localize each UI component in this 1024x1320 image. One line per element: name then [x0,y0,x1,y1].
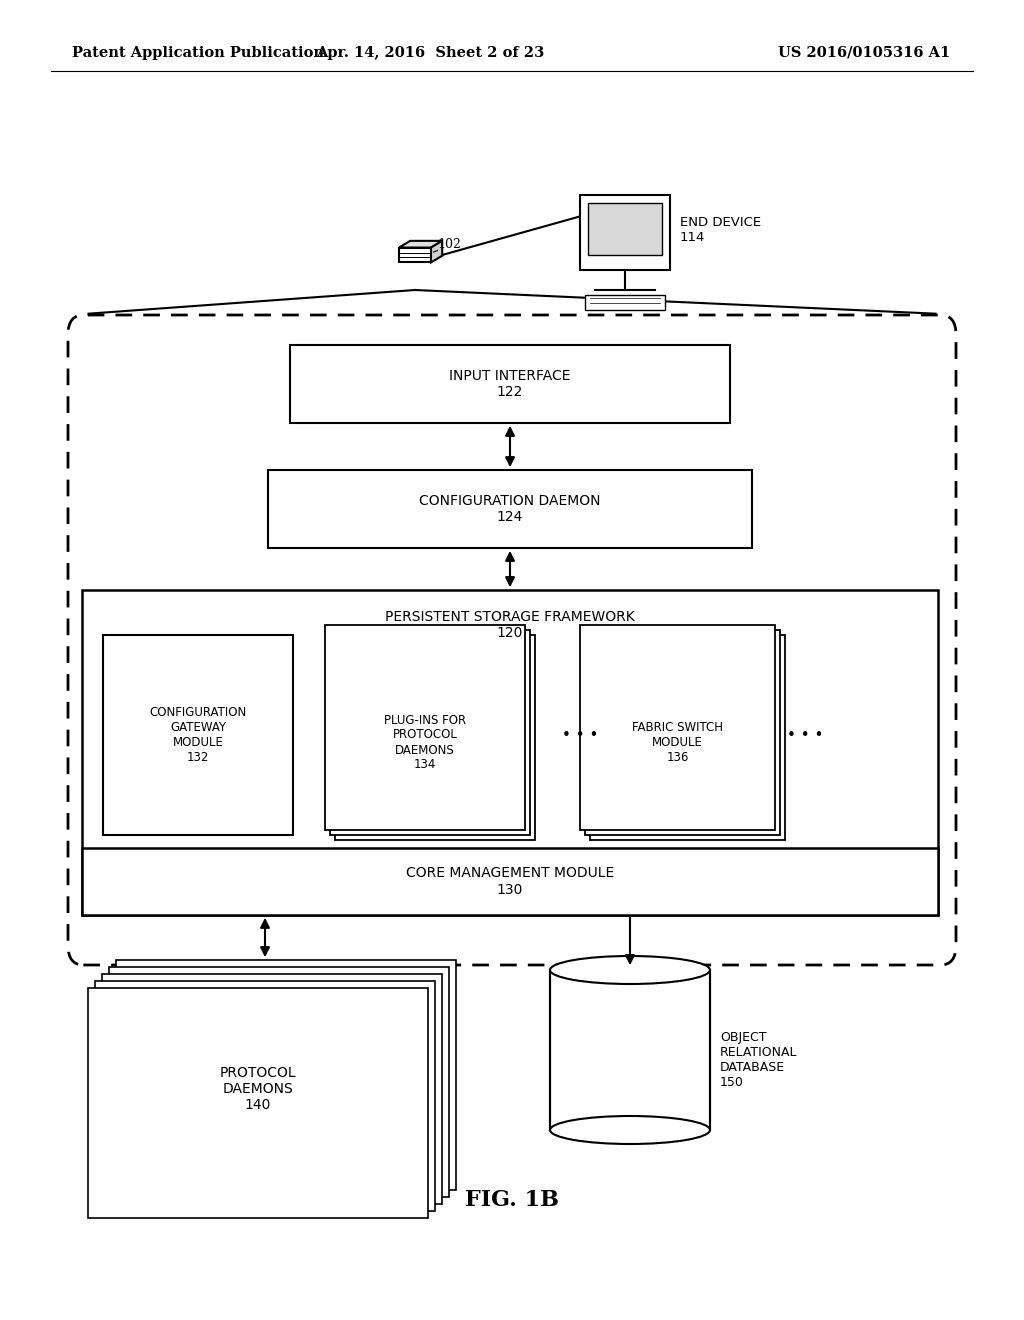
Bar [399,248,431,263]
Text: PROTOCOL
DAEMONS
140: PROTOCOL DAEMONS 140 [220,1065,296,1113]
Polygon shape [399,240,442,248]
Bar [325,624,525,830]
Text: FABRIC SWITCH
MODULE
136: FABRIC SWITCH MODULE 136 [632,721,723,764]
Text: CORE MANAGEMENT MODULE
130: CORE MANAGEMENT MODULE 130 [406,866,614,896]
Bar [580,624,775,830]
Text: Apr. 14, 2016  Sheet 2 of 23: Apr. 14, 2016 Sheet 2 of 23 [316,46,544,59]
Ellipse shape [550,956,710,983]
Text: PLUG-INS FOR
PROTOCOL
DAEMONS
134: PLUG-INS FOR PROTOCOL DAEMONS 134 [384,714,466,771]
Polygon shape [431,240,442,263]
Bar [588,203,662,255]
Bar [585,630,780,836]
Text: Patent Application Publication: Patent Application Publication [72,46,324,59]
Text: • • •: • • • [786,727,823,742]
Bar [330,630,530,836]
Text: FIG. 1B: FIG. 1B [465,1189,559,1210]
Bar [109,968,449,1197]
Text: PERSISTENT STORAGE FRAMEWORK
120: PERSISTENT STORAGE FRAMEWORK 120 [385,610,635,640]
Ellipse shape [550,1115,710,1144]
Bar [82,847,938,915]
Bar [580,195,670,271]
Bar [550,970,710,1130]
Text: 102: 102 [437,238,461,251]
FancyBboxPatch shape [68,315,956,965]
Bar [290,345,730,422]
Text: INPUT INTERFACE
122: INPUT INTERFACE 122 [450,368,570,399]
Bar [335,635,535,840]
Bar [82,590,938,915]
Bar [116,960,456,1191]
Text: CONFIGURATION
GATEWAY
MODULE
132: CONFIGURATION GATEWAY MODULE 132 [150,706,247,764]
Bar [103,635,293,836]
Text: US 2016/0105316 A1: US 2016/0105316 A1 [778,46,950,59]
Bar [585,294,665,310]
Bar [590,635,785,840]
Text: CONFIGURATION DAEMON
124: CONFIGURATION DAEMON 124 [419,494,601,524]
Text: OBJECT
RELATIONAL
DATABASE
150: OBJECT RELATIONAL DATABASE 150 [720,1031,798,1089]
Bar [88,987,428,1218]
Text: • • •: • • • [562,727,598,742]
Text: END DEVICE
114: END DEVICE 114 [680,216,761,244]
Bar [95,981,435,1210]
Bar [268,470,752,548]
Bar [102,974,442,1204]
